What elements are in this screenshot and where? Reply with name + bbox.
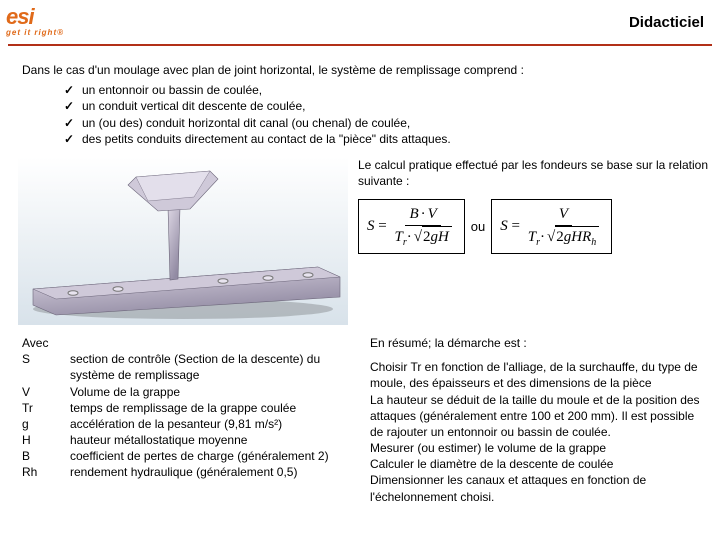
formula-row: S = B·V Tr·2gH ou S = V Tr·2gHRh [358, 199, 710, 254]
formula-1: S = B·V Tr·2gH [358, 199, 465, 254]
logo: esi get it right® [6, 4, 708, 37]
def-txt: Volume de la grappe [70, 384, 352, 400]
def-txt: rendement hydraulique (généralement 0,5) [70, 464, 352, 480]
intro-checklist: un entonnoir ou bassin de coulée, un con… [0, 80, 720, 153]
def-txt: coefficient de pertes de charge (général… [70, 448, 352, 464]
calc-block: Le calcul pratique effectué par les fond… [358, 157, 710, 325]
def-sym: H [22, 432, 66, 448]
logo-text-left: esi [6, 4, 34, 30]
calc-intro: Le calcul pratique effectué par les fond… [358, 157, 710, 189]
logo-tagline: get it right® [6, 28, 64, 37]
summary-body: Choisir Tr en fonction de l'alliage, de … [370, 359, 708, 505]
summary-head: En résumé; la démarche est : [370, 335, 708, 351]
avec-label: Avec [22, 335, 352, 351]
def-sym: Rh [22, 464, 66, 480]
header: esi get it right® Didacticiel [0, 0, 720, 44]
def-txt: temps de remplissage de la grappe coulée [70, 400, 352, 416]
list-item: un conduit vertical dit descente de coul… [64, 98, 720, 114]
list-item: un (ou des) conduit horizontal dit canal… [64, 115, 720, 131]
formula-2: S = V Tr·2gHRh [491, 199, 612, 254]
def-sym: B [22, 448, 66, 464]
list-item: un entonnoir ou bassin de coulée, [64, 82, 720, 98]
list-item: des petits conduits directement au conta… [64, 131, 720, 147]
bottom-row: Avec Ssection de contrôle (Section de la… [0, 325, 720, 505]
mid-row: Le calcul pratique effectué par les fond… [0, 153, 720, 325]
def-txt: accélération de la pesanteur (9,81 m/s²) [70, 416, 352, 432]
def-sym: Tr [22, 400, 66, 416]
def-txt: hauteur métallostatique moyenne [70, 432, 352, 448]
def-sym: S [22, 351, 66, 383]
summary: En résumé; la démarche est : Choisir Tr … [370, 335, 708, 505]
def-sym: V [22, 384, 66, 400]
def-sym: g [22, 416, 66, 432]
def-txt: section de contrôle (Section de la desce… [70, 351, 352, 383]
page-title: Didacticiel [629, 14, 704, 31]
header-rule [8, 44, 712, 46]
definitions: Avec Ssection de contrôle (Section de la… [22, 335, 352, 505]
intro-lead: Dans le cas d'un moulage avec plan de jo… [0, 52, 720, 80]
ou-label: ou [471, 218, 485, 236]
casting-figure [18, 157, 348, 325]
